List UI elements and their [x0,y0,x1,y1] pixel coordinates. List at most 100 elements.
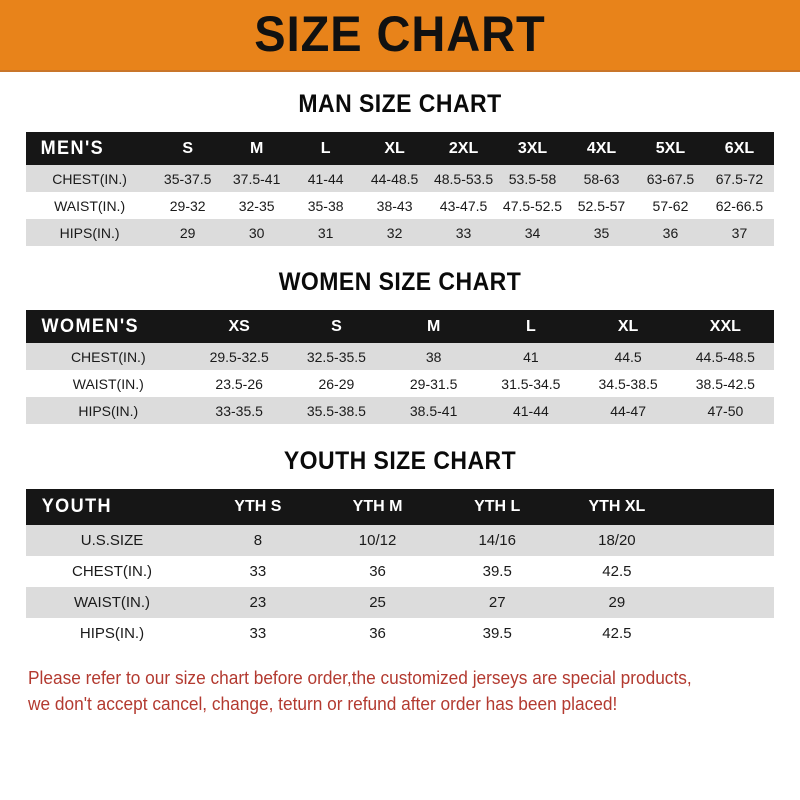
man-hips-3xl: 34 [524,224,541,241]
youth-col-header-l: YTH L [474,498,521,515]
women-col-header-s: S [331,317,342,335]
man-col-header-m: M [249,139,264,157]
table-row: WAIST(IN.) 29-32 32-35 35-38 38-43 43-47… [26,192,774,219]
man-hips-l: 31 [317,224,334,241]
youth-col-header-xl: YTH XL [588,498,646,515]
youth-size-table: YOUTH YTH S YTH M YTH L YTH XL U.S.SIZE … [26,489,774,649]
women-hips-xs: 33-35.5 [215,402,263,419]
youth-hips-m: 36 [369,625,386,642]
youth-row-label-chest: CHEST(IN.) [72,563,153,580]
youth-waist-xl: 29 [608,594,626,611]
women-col-header-m: M [426,317,441,335]
women-waist-m: 29-31.5 [409,375,458,392]
youth-chest-filler [677,556,774,587]
youth-waist-filler [677,587,774,618]
youth-ussize-s: 8 [253,532,263,549]
youth-hips-filler [677,618,774,649]
man-chest-2xl: 48.5-53.5 [433,170,494,187]
man-chest-l: 41-44 [307,170,344,187]
man-row-label-chest: CHEST(IN.) [52,170,127,187]
man-hips-s: 29 [179,224,196,241]
youth-section-title: YOUTH SIZE CHART [283,447,517,475]
order-policy-note-line-1: Please refer to our size chart before or… [28,668,692,688]
youth-row-label-waist: WAIST(IN.) [73,594,151,611]
man-col-header-l: L [320,139,331,157]
man-waist-s: 29-32 [169,197,206,214]
page-banner: SIZE CHART [0,0,800,72]
man-header-label: MEN'S [40,137,105,159]
youth-table-header-row: YOUTH YTH S YTH M YTH L YTH XL [26,489,774,525]
women-waist-l: 31.5-34.5 [501,375,561,392]
women-chest-m: 38 [425,348,442,365]
man-hips-2xl: 33 [455,224,472,241]
man-chest-5xl: 63-67.5 [646,170,695,187]
man-hips-5xl: 36 [662,224,679,241]
man-hips-4xl: 35 [593,224,610,241]
youth-waist-l: 27 [488,594,506,611]
women-header-label: WOMEN'S [41,315,140,337]
table-row: WAIST(IN.) 23 25 27 29 [26,587,774,618]
table-row: CHEST(IN.) 33 36 39.5 42.5 [26,556,774,587]
man-chest-s: 35-37.5 [163,170,212,187]
page-title: SIZE CHART [254,6,546,62]
man-section-title: MAN SIZE CHART [298,90,502,118]
women-table-header-row: WOMEN'S XS S M L XL XXL [26,310,774,343]
man-waist-xl: 38-43 [376,197,413,214]
man-chest-m: 37.5-41 [232,170,281,187]
youth-waist-s: 23 [249,594,267,611]
man-hips-m: 30 [248,224,265,241]
women-row-label-waist: WAIST(IN.) [72,375,144,392]
women-chest-xs: 29.5-32.5 [209,348,269,365]
women-waist-s: 26-29 [318,375,355,392]
man-col-header-5xl: 5XL [655,139,686,157]
man-hips-xl: 32 [386,224,403,241]
youth-col-header-m: YTH M [352,498,403,515]
youth-col-header-filler [677,489,774,525]
women-hips-xxl: 47-50 [707,402,744,419]
man-waist-5xl: 57-62 [652,197,689,214]
youth-hips-l: 39.5 [482,625,512,642]
women-hips-m: 38.5-41 [409,402,458,419]
women-row-label-chest: CHEST(IN.) [70,348,146,365]
table-row: CHEST(IN.) 29.5-32.5 32.5-35.5 38 41 44.… [26,343,774,370]
man-waist-2xl: 43-47.5 [439,197,488,214]
table-row: HIPS(IN.) 33-35.5 35.5-38.5 38.5-41 41-4… [26,397,774,424]
order-policy-note: Please refer to our size chart before or… [28,665,746,717]
women-waist-xl: 34.5-38.5 [598,375,658,392]
women-col-header-xs: XS [228,317,250,335]
youth-waist-m: 25 [369,594,386,611]
man-chest-3xl: 53.5-58 [508,170,557,187]
man-row-label-waist: WAIST(IN.) [54,197,126,214]
women-col-header-xxl: XXL [709,317,741,335]
women-hips-l: 41-44 [512,402,549,419]
man-col-header-xl: XL [384,139,405,157]
youth-ussize-xl: 18/20 [598,532,636,549]
youth-row-label-hips: HIPS(IN.) [79,625,145,642]
man-waist-6xl: 62-66.5 [715,197,764,214]
man-chest-6xl: 67.5-72 [715,170,764,187]
women-waist-xs: 23.5-26 [215,375,263,392]
women-chest-l: 41 [523,348,539,365]
women-col-header-xl: XL [617,317,639,335]
women-hips-xl: 44-47 [610,402,646,419]
man-col-header-6xl: 6XL [724,139,755,157]
man-col-header-3xl: 3XL [517,139,548,157]
youth-ussize-filler [677,525,774,556]
man-waist-4xl: 52.5-57 [577,197,626,214]
youth-row-label-ussize: U.S.SIZE [80,532,144,549]
man-waist-m: 32-35 [238,197,275,214]
youth-header-label: YOUTH [41,496,113,517]
man-chest-4xl: 58-63 [583,170,620,187]
man-waist-l: 35-38 [307,197,344,214]
man-col-header-s: S [182,139,193,157]
man-col-header-2xl: 2XL [448,139,479,157]
table-row: U.S.SIZE 8 10/12 14/16 18/20 [26,525,774,556]
women-chest-xxl: 44.5-48.5 [695,348,755,365]
man-table-header-row: MEN'S S M L XL 2XL 3XL 4XL 5XL 6XL [26,132,774,165]
man-chest-xl: 44-48.5 [370,170,419,187]
man-waist-3xl: 47.5-52.5 [502,197,563,214]
youth-chest-xl: 42.5 [602,563,632,580]
women-hips-s: 35.5-38.5 [306,402,366,419]
women-chest-xl: 44.5 [614,348,642,365]
youth-ussize-l: 14/16 [478,532,516,549]
